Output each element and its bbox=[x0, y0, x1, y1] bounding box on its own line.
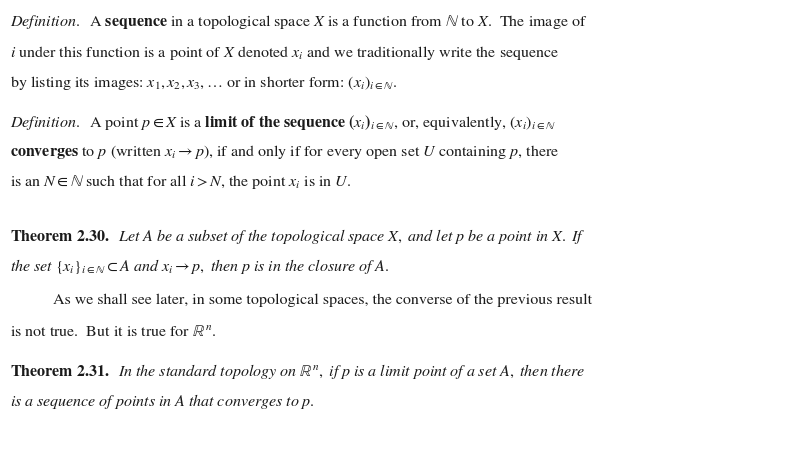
Text: $\mathit{Definition.}$  A point $p \in X$ is a $\mathbf{limit\ of\ the\ sequence: $\mathit{Definition.}$ A point $p \in X$… bbox=[10, 113, 556, 132]
Text: $\mathit{is\ a\ sequence\ of\ points\ in\ A\ that\ converges\ to\ p.}$: $\mathit{is\ a\ sequence\ of\ points\ in… bbox=[10, 392, 315, 411]
Text: $\mathit{the\ set\ \{x_i\}_{i\in\mathbb{N}} \subset A\ and\ x_i \rightarrow p,\ : $\mathit{the\ set\ \{x_i\}_{i\in\mathbb{… bbox=[10, 257, 389, 276]
Text: $\mathit{Definition.}$  A $\mathbf{sequence}$ in a topological space $X$ is a fu: $\mathit{Definition.}$ A $\mathbf{sequen… bbox=[10, 13, 587, 31]
Text: is not true.  But it is true for $\mathbb{R}^n$.: is not true. But it is true for $\mathbb… bbox=[10, 324, 217, 339]
Text: is an $N \in \mathbb{N}$ such that for all $i > N$, the point $x_i$ is in $U$.: is an $N \in \mathbb{N}$ such that for a… bbox=[10, 173, 352, 191]
Text: by listing its images: $x_1, x_2, x_3, \ldots$ or in shorter form: $(x_i)_{i\in\: by listing its images: $x_1, x_2, x_3, \… bbox=[10, 74, 397, 92]
Text: $\mathbf{Theorem\ 2.30.}$  $\mathit{Let\ A\ be\ a\ subset\ of\ the\ topological\: $\mathbf{Theorem\ 2.30.}$ $\mathit{Let\ … bbox=[10, 227, 586, 246]
Text: $i$ under this function is a point of $X$ denoted $x_i$ and we traditionally wri: $i$ under this function is a point of $X… bbox=[10, 44, 560, 62]
Text: As we shall see later, in some topological spaces, the converse of the previous : As we shall see later, in some topologic… bbox=[53, 294, 593, 308]
Text: $\mathbf{Theorem\ 2.31.}$  $\mathit{In\ the\ standard\ topology\ on\ \mathbb{R}^: $\mathbf{Theorem\ 2.31.}$ $\mathit{In\ t… bbox=[10, 362, 586, 381]
Text: $\mathbf{converges}$ to $p$ (written $x_i \rightarrow p$), if and only if for ev: $\mathbf{converges}$ to $p$ (written $x_… bbox=[10, 143, 560, 161]
